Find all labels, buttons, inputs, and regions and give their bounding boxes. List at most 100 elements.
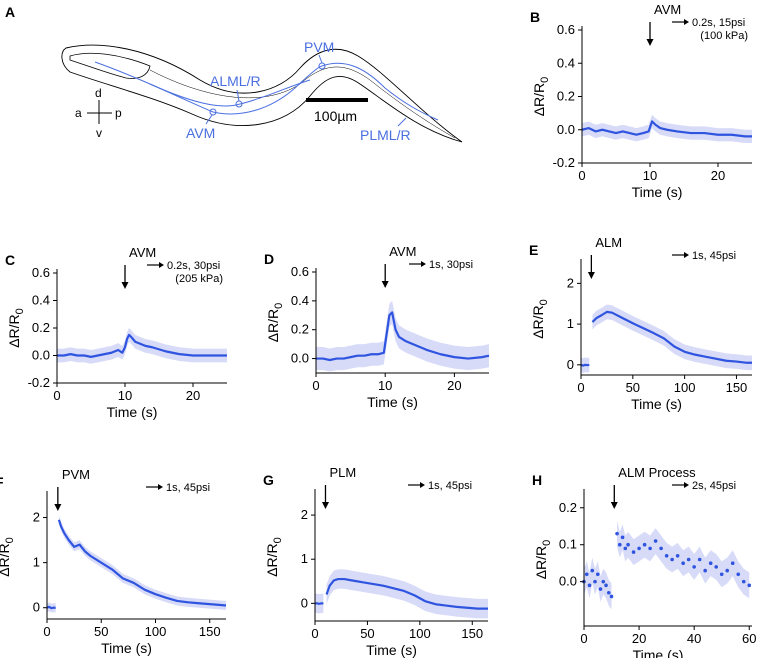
- y-tick-label: 0.4: [32, 293, 50, 308]
- panel-h: H 0 20 40 60 0.0 0.1 0.2 Time (s) ΔR/R0 ALM Proces…: [532, 465, 756, 658]
- panel-letter: G: [263, 472, 274, 488]
- panel-g: G 0 50 100 150 0 1 2 Time (s) ΔR/R0 PLM 1s, 45psi: [263, 465, 488, 658]
- worm-inner-line: [149, 66, 456, 139]
- scale-label: 100µm: [314, 108, 357, 124]
- x-tick-label: 10: [643, 168, 657, 183]
- stimulus-arrowhead: [646, 39, 654, 46]
- x-tick-label: 0: [43, 624, 50, 639]
- stimulus-label: 1s, 45psi: [166, 482, 210, 494]
- panel-letter: E: [529, 242, 538, 258]
- series-line: [57, 333, 227, 358]
- pvm-pointer: [318, 54, 323, 64]
- data-point: [697, 557, 702, 562]
- y-tick-label: 2: [33, 510, 40, 525]
- data-point: [626, 542, 630, 547]
- neuron-title: PLM: [329, 465, 356, 480]
- stimulus-arrowhead: [121, 282, 129, 289]
- neuron-title: AVM: [389, 244, 416, 259]
- data-point: [637, 546, 641, 551]
- x-tick-label: 150: [461, 626, 483, 641]
- data-point: [606, 590, 611, 595]
- y-tick-label: 1: [301, 551, 308, 566]
- data-point: [604, 583, 608, 588]
- x-tick-label: 20: [447, 378, 461, 393]
- y-tick-label: 2: [301, 507, 308, 522]
- y-tick-label: 0: [301, 595, 308, 610]
- data-point: [664, 554, 669, 558]
- error-band: [57, 328, 227, 364]
- y-tick-label: 0.2: [559, 500, 577, 515]
- x-tick-label: 50: [360, 626, 374, 641]
- x-tick-label: 20: [711, 168, 725, 183]
- y-tick-label: 0.4: [291, 293, 309, 308]
- data-point: [730, 561, 735, 565]
- y-tick-label: 0.4: [557, 55, 575, 70]
- y-tick-label: 0.2: [291, 322, 309, 337]
- data-point: [653, 539, 658, 543]
- x-axis-label: Time (s): [367, 394, 418, 410]
- error-band: [584, 557, 612, 610]
- x-axis-label: Time (s): [107, 404, 158, 420]
- stimulus-label: 1s, 30psi: [429, 259, 473, 271]
- y-tick-label: 0.6: [557, 22, 575, 37]
- y-tick-label: 0.6: [32, 265, 50, 280]
- stimulus-arrowhead: [321, 502, 329, 509]
- alml-pointer: [236, 89, 240, 102]
- stimulus-label: 2s, 45psi: [692, 480, 736, 492]
- data-point: [623, 546, 628, 551]
- y-axis-label: ΔR/R0: [0, 537, 16, 577]
- x-axis-label: Time (s): [633, 647, 684, 658]
- data-point: [609, 594, 614, 599]
- data-point: [714, 565, 718, 569]
- data-point: [593, 579, 597, 584]
- x-tick-label: 150: [199, 624, 221, 639]
- y-axis-label: ΔR/R0: [265, 303, 285, 343]
- data-point: [686, 557, 691, 562]
- pharynx: [69, 52, 151, 79]
- neuron-process: [94, 61, 439, 121]
- data-point: [631, 550, 636, 554]
- series-line: [46, 605, 56, 610]
- x-tick-label: 50: [94, 624, 108, 639]
- series-line: [591, 310, 752, 364]
- compass-d: d: [95, 86, 102, 100]
- panel-letter: D: [264, 251, 274, 267]
- y-axis-label: ΔR/R0: [530, 299, 550, 339]
- duration-arrowhead: [420, 482, 425, 488]
- y-tick-label: 0: [33, 600, 40, 615]
- data-point: [725, 568, 730, 573]
- duration-arrowhead: [684, 482, 689, 488]
- y-tick-label: 1: [33, 555, 40, 570]
- neuron-title: ALM Process: [618, 465, 696, 480]
- panel-letter: F: [0, 474, 4, 490]
- data-point: [587, 583, 592, 588]
- y-axis-label: ΔR/R0: [533, 540, 553, 580]
- y-tick-label: 0.0: [291, 351, 309, 366]
- x-tick-label: 10: [118, 388, 132, 403]
- series-line: [325, 577, 488, 610]
- x-tick-label: 40: [687, 631, 701, 646]
- data-point: [741, 579, 746, 584]
- panel-b: B 0 10 20 -0.2 0.0 0.2 0.4 0.6 Time (s) ΔR/R0 AVM 0.…: [530, 2, 752, 200]
- data-point: [681, 561, 685, 565]
- duration-arrowhead: [159, 262, 164, 268]
- data-point: [598, 587, 603, 591]
- y-axis-label: ΔR/R0: [6, 308, 26, 348]
- y-tick-label: 2: [567, 275, 574, 290]
- worm-body: [61, 44, 463, 143]
- neuron-title: AVM: [654, 2, 681, 17]
- stimulus-label: 0.2s, 30psi: [167, 260, 220, 272]
- stimulus-label: 1s, 45psi: [428, 480, 472, 492]
- panel-letter: C: [5, 252, 15, 268]
- data-point: [595, 572, 600, 577]
- data-point: [584, 572, 589, 577]
- panel-d: D 0 10 20 0.0 0.2 0.4 0.6 Time (s) ΔR/R0 AVM 1s, 30…: [264, 244, 490, 410]
- x-tick-label: 0: [578, 168, 585, 183]
- error-band: [617, 520, 750, 599]
- x-tick-label: 50: [626, 380, 640, 395]
- y-tick-label: 0.1: [559, 537, 577, 552]
- neuron-title: PVM: [62, 467, 90, 482]
- data-point: [708, 561, 713, 565]
- x-tick-label: 150: [726, 380, 748, 395]
